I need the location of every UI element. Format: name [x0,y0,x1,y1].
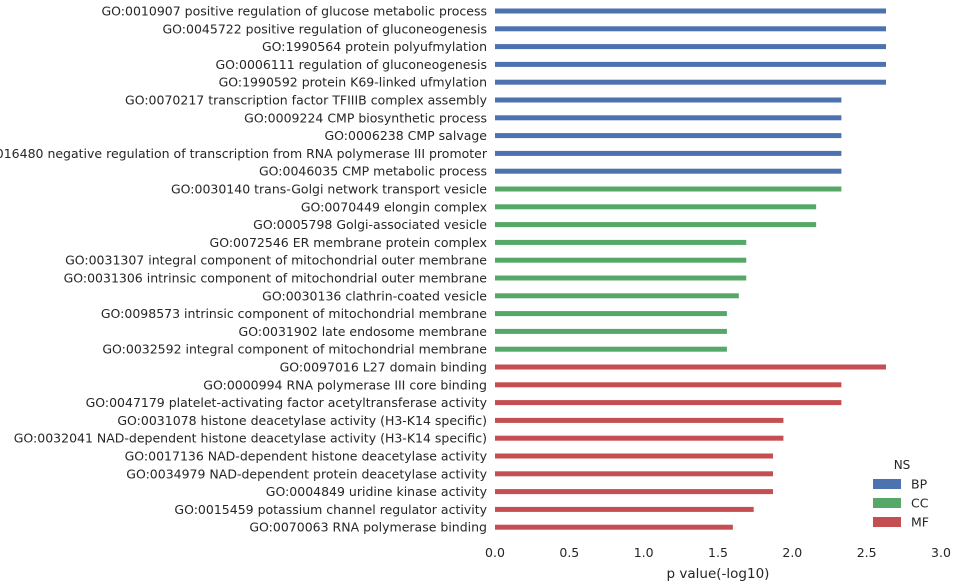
bar-6 [495,115,842,121]
bar-29 [495,524,733,530]
legend-label-mf: MF [911,515,929,530]
category-label-9: GO:0046035 CMP metabolic process [259,164,487,179]
category-label-29: GO:0070063 RNA polymerase binding [249,520,487,535]
category-label-3: GO:0006111 regulation of gluconeogenesis [216,57,488,72]
bar-17 [495,311,727,317]
bars-layer [495,8,886,530]
bar-24 [495,435,784,441]
x-tick-label-4: 2.0 [782,545,802,560]
category-label-5: GO:0070217 transcription factor TFIIIB c… [125,93,488,108]
category-label-24: GO:0032041 NAD-dependent histone deacety… [14,431,487,446]
bar-5 [495,97,842,103]
category-label-20: GO:0097016 L27 domain binding [280,360,487,375]
bar-14 [495,257,747,263]
category-label-28: GO:0015459 potassium channel regulator a… [174,502,487,517]
bar-21 [495,382,842,388]
category-label-18: GO:0031902 late endosome membrane [239,324,488,339]
bar-15 [495,275,747,281]
category-label-22: GO:0047179 platelet-activating factor ac… [86,395,488,410]
category-label-11: GO:0070449 elongin complex [301,199,487,214]
category-label-6: GO:0009224 CMP biosynthetic process [244,110,487,125]
category-label-4: GO:1990592 protein K69-linked ufmylation [219,75,487,90]
bar-19 [495,346,727,352]
legend-label-cc: CC [911,496,929,511]
legend-swatch-bp [873,479,901,489]
x-axis-ticks-layer: 0.0 0.5 1.0 1.5 2.0 2.5 3.0 [485,545,951,560]
x-axis-title: p value(-log10) [667,566,770,582]
bar-1 [495,26,886,32]
bar-8 [495,150,842,156]
x-tick-label-0: 0.0 [485,545,505,560]
category-label-1: GO:0045722 positive regulation of glucon… [163,21,488,36]
bar-3 [495,61,886,67]
legend: NS BP CC MF [873,458,929,530]
category-label-2: GO:1990564 protein polyufmylation [262,39,487,54]
category-label-26: GO:0034979 NAD-dependent protein deacety… [126,466,487,481]
bar-7 [495,133,842,139]
legend-swatch-mf [873,517,901,527]
category-label-16: GO:0030136 clathrin-coated vesicle [262,288,487,303]
x-tick-label-6: 3.0 [931,545,951,560]
x-tick-label-5: 2.5 [857,545,877,560]
bar-4 [495,79,886,85]
category-label-17: GO:0098573 intrinsic component of mitoch… [101,306,487,321]
bar-16 [495,293,739,299]
bar-23 [495,417,784,423]
category-label-8: GO:0016480 negative regulation of transc… [0,146,488,161]
bar-28 [495,506,754,512]
category-label-7: GO:0006238 CMP salvage [324,128,487,143]
bar-0 [495,8,886,14]
legend-title: NS [894,458,911,472]
category-label-10: GO:0030140 trans-Golgi network transport… [171,182,487,197]
category-label-27: GO:0004849 uridine kinase activity [266,484,488,499]
legend-swatch-cc [873,498,901,508]
category-label-12: GO:0005798 Golgi-associated vesicle [253,217,487,232]
x-tick-label-1: 0.5 [559,545,579,560]
category-labels-layer: GO:0010907 positive regulation of glucos… [0,4,488,535]
bar-12 [495,222,817,228]
bar-26 [495,471,774,477]
bar-27 [495,489,774,495]
legend-label-bp: BP [911,477,928,492]
bar-20 [495,364,886,370]
x-tick-label-2: 1.0 [634,545,654,560]
bar-10 [495,186,842,192]
category-label-13: GO:0072546 ER membrane protein complex [210,235,487,250]
bar-13 [495,239,747,245]
bar-18 [495,328,727,334]
category-label-15: GO:0031306 intrinsic component of mitoch… [64,271,488,286]
x-tick-label-3: 1.5 [708,545,728,560]
bar-11 [495,204,817,210]
category-label-14: GO:0031307 integral component of mitocho… [65,253,487,268]
bar-9 [495,168,842,174]
bar-22 [495,400,842,406]
category-label-21: GO:0000994 RNA polymerase III core bindi… [203,377,487,392]
category-label-25: GO:0017136 NAD-dependent histone deacety… [125,449,488,464]
bar-25 [495,453,774,459]
category-label-23: GO:0031078 histone deacetylase activity … [117,413,487,428]
category-label-0: GO:0010907 positive regulation of glucos… [101,4,487,19]
bar-2 [495,44,886,50]
category-label-19: GO:0032592 integral component of mitocho… [102,342,487,357]
